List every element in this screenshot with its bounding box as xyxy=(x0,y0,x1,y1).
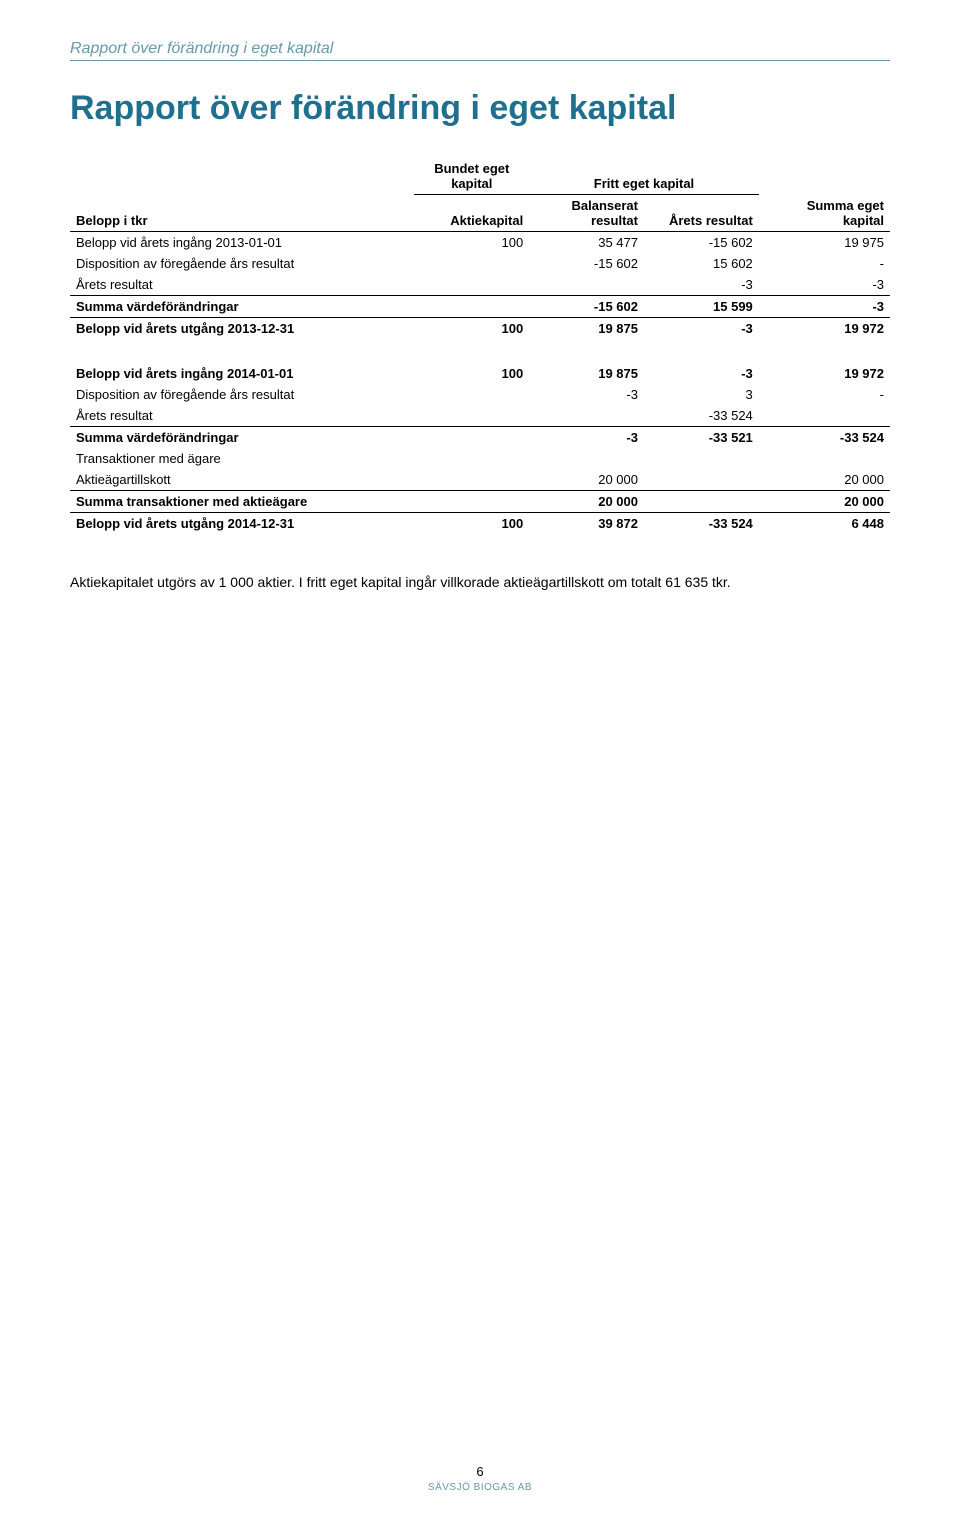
table-row: Summa värdeförändringar -15 60215 599-3 xyxy=(70,296,890,318)
cell xyxy=(644,448,759,469)
cell: 20 000 xyxy=(529,469,644,491)
cell: -33 524 xyxy=(644,405,759,427)
cell xyxy=(644,491,759,513)
footnote: Aktiekapitalet utgörs av 1 000 aktier. I… xyxy=(70,574,890,590)
cell: -3 xyxy=(644,318,759,340)
col-arets-resultat: Årets resultat xyxy=(644,195,759,232)
cell xyxy=(529,448,644,469)
cell xyxy=(414,296,529,318)
cell: 100 xyxy=(414,513,529,535)
equity-table: Bundet eget kapital Fritt eget kapital B… xyxy=(70,158,890,534)
cell: 39 872 xyxy=(529,513,644,535)
cell: 20 000 xyxy=(759,469,890,491)
company-name: SÄVSJÖ BIOGAS AB xyxy=(428,1482,532,1493)
table-row: Summa värdeförändringar -3-33 521-33 524 xyxy=(70,427,890,449)
cell xyxy=(414,274,529,296)
cell: Aktieägartillskott xyxy=(70,469,414,491)
cell: - xyxy=(759,253,890,274)
cell: Summa värdeförändringar xyxy=(70,296,414,318)
cell: 19 975 xyxy=(759,232,890,254)
cell: Transaktioner med ägare xyxy=(70,448,414,469)
cell: Disposition av föregående års resultat xyxy=(70,253,414,274)
cell: 100 xyxy=(414,232,529,254)
page-footer: 6 SÄVSJÖ BIOGAS AB xyxy=(0,1464,960,1493)
cell xyxy=(644,469,759,491)
cell: 19 972 xyxy=(759,363,890,384)
cell: 19 972 xyxy=(759,318,890,340)
cell xyxy=(414,384,529,405)
table-row: Belopp vid årets utgång 2014-12-3110039 … xyxy=(70,513,890,535)
cell: Belopp vid årets ingång 2013-01-01 xyxy=(70,232,414,254)
cell: -3 xyxy=(529,427,644,449)
cell: Årets resultat xyxy=(70,405,414,427)
table-row: Disposition av föregående års resultat -1… xyxy=(70,253,890,274)
cell: -33 524 xyxy=(644,513,759,535)
column-headers: Belopp i tkr Aktiekapital Balanserat res… xyxy=(70,195,890,232)
table-row: Disposition av föregående års resultat -3… xyxy=(70,384,890,405)
cell: Disposition av föregående års resultat xyxy=(70,384,414,405)
col-aktiekapital: Aktiekapital xyxy=(414,195,529,232)
cell: 35 477 xyxy=(529,232,644,254)
cell: -33 521 xyxy=(644,427,759,449)
cell: -15 602 xyxy=(529,296,644,318)
cell: 3 xyxy=(644,384,759,405)
cell xyxy=(529,274,644,296)
cell: Summa transaktioner med aktieägare xyxy=(70,491,414,513)
cell: -15 602 xyxy=(529,253,644,274)
cell xyxy=(759,448,890,469)
cell xyxy=(414,469,529,491)
cell: -3 xyxy=(759,274,890,296)
cell: Årets resultat xyxy=(70,274,414,296)
cell: Belopp vid årets ingång 2014-01-01 xyxy=(70,363,414,384)
table-row: Belopp vid årets ingång 2014-01-0110019 … xyxy=(70,363,890,384)
cell: -33 524 xyxy=(759,427,890,449)
cell xyxy=(414,448,529,469)
table-row: Belopp vid årets ingång 2013-01-0110035 … xyxy=(70,232,890,254)
cell xyxy=(414,427,529,449)
group-header-bundet: Bundet eget kapital xyxy=(414,158,529,195)
cell: -15 602 xyxy=(644,232,759,254)
cell: - xyxy=(759,384,890,405)
page-title: Rapport över förändring i eget kapital xyxy=(70,89,890,128)
cell xyxy=(529,405,644,427)
cell: 20 000 xyxy=(759,491,890,513)
cell xyxy=(414,253,529,274)
col-balanserat: Balanserat resultat xyxy=(529,195,644,232)
cell: -3 xyxy=(644,274,759,296)
cell: 100 xyxy=(414,318,529,340)
cell xyxy=(414,491,529,513)
cell: Belopp vid årets utgång 2013-12-31 xyxy=(70,318,414,340)
cell: 20 000 xyxy=(529,491,644,513)
cell: 15 599 xyxy=(644,296,759,318)
col-label: Belopp i tkr xyxy=(70,195,414,232)
cell xyxy=(759,405,890,427)
cell: 15 602 xyxy=(644,253,759,274)
cell xyxy=(414,405,529,427)
table-row: Årets resultat -33 524 xyxy=(70,405,890,427)
cell: Summa värdeförändringar xyxy=(70,427,414,449)
table-row: Aktieägartillskott 20 000 20 000 xyxy=(70,469,890,491)
table-row: Årets resultat -3-3 xyxy=(70,274,890,296)
cell: -3 xyxy=(529,384,644,405)
group-header-fritt: Fritt eget kapital xyxy=(529,158,759,195)
cell: -3 xyxy=(759,296,890,318)
cell: 100 xyxy=(414,363,529,384)
cell: 19 875 xyxy=(529,363,644,384)
cell: -3 xyxy=(644,363,759,384)
col-summa: Summa eget kapital xyxy=(759,195,890,232)
cell: 19 875 xyxy=(529,318,644,340)
table-row: Belopp vid årets utgång 2013-12-3110019 … xyxy=(70,318,890,340)
table-row: Summa transaktioner med aktieägare 20 000… xyxy=(70,491,890,513)
section-header: Rapport över förändring i eget kapital xyxy=(70,40,890,61)
table-row: Transaktioner med ägare xyxy=(70,448,890,469)
group-header-row: Bundet eget kapital Fritt eget kapital xyxy=(70,158,890,195)
cell: 6 448 xyxy=(759,513,890,535)
page-number: 6 xyxy=(0,1464,960,1479)
cell: Belopp vid årets utgång 2014-12-31 xyxy=(70,513,414,535)
